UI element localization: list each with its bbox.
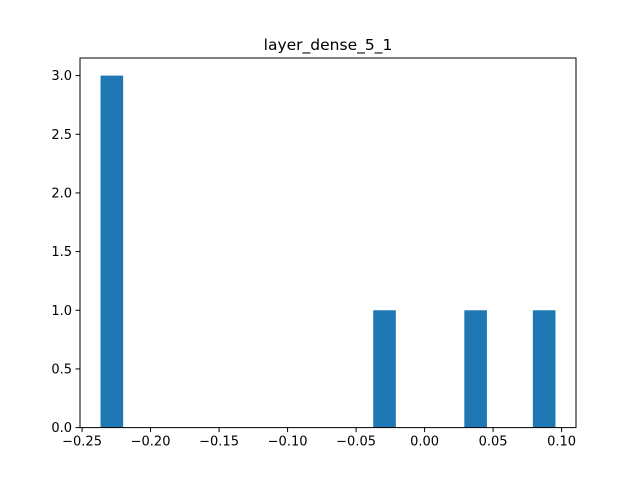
x-tick-label-8: 0.10 [547, 435, 576, 450]
x-tick-label-4: −0.10 [268, 435, 308, 450]
y-tick-label-4: 1.5 [51, 245, 72, 260]
plot-frame [79, 57, 577, 429]
histogram-bar-3 [464, 310, 487, 428]
histogram-bar-2 [373, 310, 396, 428]
y-tick-label-3: 1.0 [51, 304, 72, 319]
y-axis-ticks: 0.0 0.5 1.0 1.5 2.0 2.5 3.0 [51, 69, 80, 436]
histogram-bar-1 [100, 75, 124, 428]
chart-title: layer_dense_5_1 [264, 36, 393, 55]
y-tick-label-6: 2.5 [51, 128, 72, 143]
x-tick-label-5: −0.05 [336, 435, 376, 450]
x-tick-label-3: −0.15 [199, 435, 239, 450]
x-tick-label-2: −0.20 [131, 435, 171, 450]
histogram-bar-4 [532, 310, 556, 428]
y-tick-label-1: 0.0 [51, 421, 72, 436]
x-tick-label-1: −0.25 [62, 435, 102, 450]
x-tick-label-7: 0.05 [479, 435, 508, 450]
y-tick-label-2: 0.5 [51, 362, 72, 377]
y-tick-label-5: 2.0 [51, 186, 72, 201]
x-axis-ticks: −0.25 −0.20 −0.15 −0.10 −0.05 0.00 0.05 0.10 [62, 427, 576, 450]
bars-group [100, 75, 556, 428]
x-tick-label-6: 0.00 [410, 435, 439, 450]
y-tick-label-7: 3.0 [51, 69, 72, 84]
